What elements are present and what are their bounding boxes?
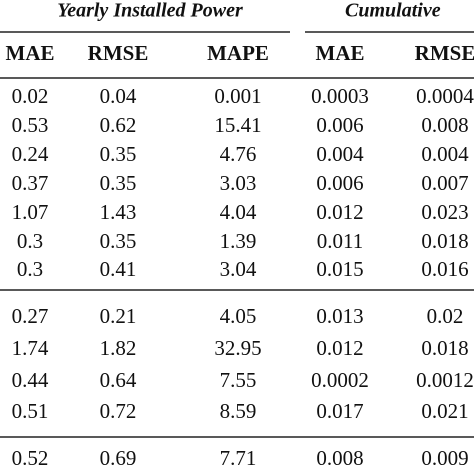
cell: 0.21 bbox=[100, 304, 137, 328]
cell: 0.69 bbox=[100, 446, 137, 470]
cell: 0.004 bbox=[421, 142, 469, 166]
cell: 0.021 bbox=[421, 399, 468, 423]
cell: 0.3 bbox=[17, 229, 43, 253]
cell: 0.008 bbox=[316, 446, 363, 470]
cell: 0.41 bbox=[100, 257, 137, 281]
cell: 1.74 bbox=[12, 336, 49, 360]
cell: 0.015 bbox=[316, 257, 363, 281]
cell: 8.59 bbox=[220, 399, 257, 423]
group-title: Cumulative bbox=[345, 0, 441, 22]
cell: 0.72 bbox=[100, 399, 137, 423]
cell: 32.95 bbox=[214, 336, 261, 360]
cell: 0.64 bbox=[100, 368, 137, 392]
cell: 0.51 bbox=[12, 399, 49, 423]
cell: 0.011 bbox=[317, 229, 363, 253]
cell: 0.018 bbox=[421, 336, 468, 360]
cell: 0.0003 bbox=[311, 84, 369, 108]
cell: 0.62 bbox=[100, 113, 137, 137]
column-header: MAPE bbox=[207, 41, 269, 65]
cell: 15.41 bbox=[214, 113, 261, 137]
cell: 4.05 bbox=[220, 304, 257, 328]
cell: 7.71 bbox=[220, 446, 257, 470]
cell: 1.39 bbox=[220, 229, 257, 253]
cell: 0.012 bbox=[316, 336, 363, 360]
column-header: MAE bbox=[6, 41, 55, 65]
cell: 1.82 bbox=[100, 336, 137, 360]
cell: 0.35 bbox=[100, 229, 137, 253]
cell: 0.37 bbox=[12, 171, 49, 195]
cell: 0.44 bbox=[12, 368, 49, 392]
column-header: MAE bbox=[316, 41, 365, 65]
cell: 1.07 bbox=[12, 200, 49, 224]
column-header: RMSE bbox=[415, 41, 474, 65]
cell: 4.04 bbox=[220, 200, 257, 224]
cell: 0.009 bbox=[421, 446, 468, 470]
cell: 3.04 bbox=[220, 257, 257, 281]
cell: 0.006 bbox=[316, 171, 363, 195]
cell: 0.001 bbox=[214, 84, 261, 108]
cell: 3.03 bbox=[220, 171, 257, 195]
cell: 0.0012 bbox=[416, 368, 474, 392]
cell: 0.018 bbox=[421, 229, 468, 253]
cell: 0.02 bbox=[427, 304, 464, 328]
cell: 0.53 bbox=[12, 113, 49, 137]
cell: 1.43 bbox=[100, 200, 137, 224]
cell: 0.017 bbox=[316, 399, 363, 423]
cell: 0.04 bbox=[100, 84, 137, 108]
cell: 7.55 bbox=[220, 368, 257, 392]
cell: 0.0002 bbox=[311, 368, 369, 392]
cell: 0.007 bbox=[421, 171, 468, 195]
cell: 0.023 bbox=[421, 200, 468, 224]
cell: 0.27 bbox=[12, 304, 49, 328]
cell: 4.76 bbox=[220, 142, 257, 166]
cell: 0.35 bbox=[100, 142, 137, 166]
cell: 0.006 bbox=[316, 113, 363, 137]
cell: 0.013 bbox=[316, 304, 363, 328]
group-title: Yearly Installed Power bbox=[57, 0, 243, 22]
column-header: RMSE bbox=[88, 41, 149, 65]
cell: 0.52 bbox=[12, 446, 49, 470]
cell: 0.012 bbox=[316, 200, 363, 224]
cell: 0.008 bbox=[421, 113, 468, 137]
cell: 0.004 bbox=[316, 142, 364, 166]
cell: 0.016 bbox=[421, 257, 468, 281]
cell: 0.35 bbox=[100, 171, 137, 195]
cell: 0.02 bbox=[12, 84, 49, 108]
cell: 0.0004 bbox=[416, 84, 474, 108]
cell: 0.3 bbox=[17, 257, 43, 281]
cell: 0.24 bbox=[12, 142, 49, 166]
